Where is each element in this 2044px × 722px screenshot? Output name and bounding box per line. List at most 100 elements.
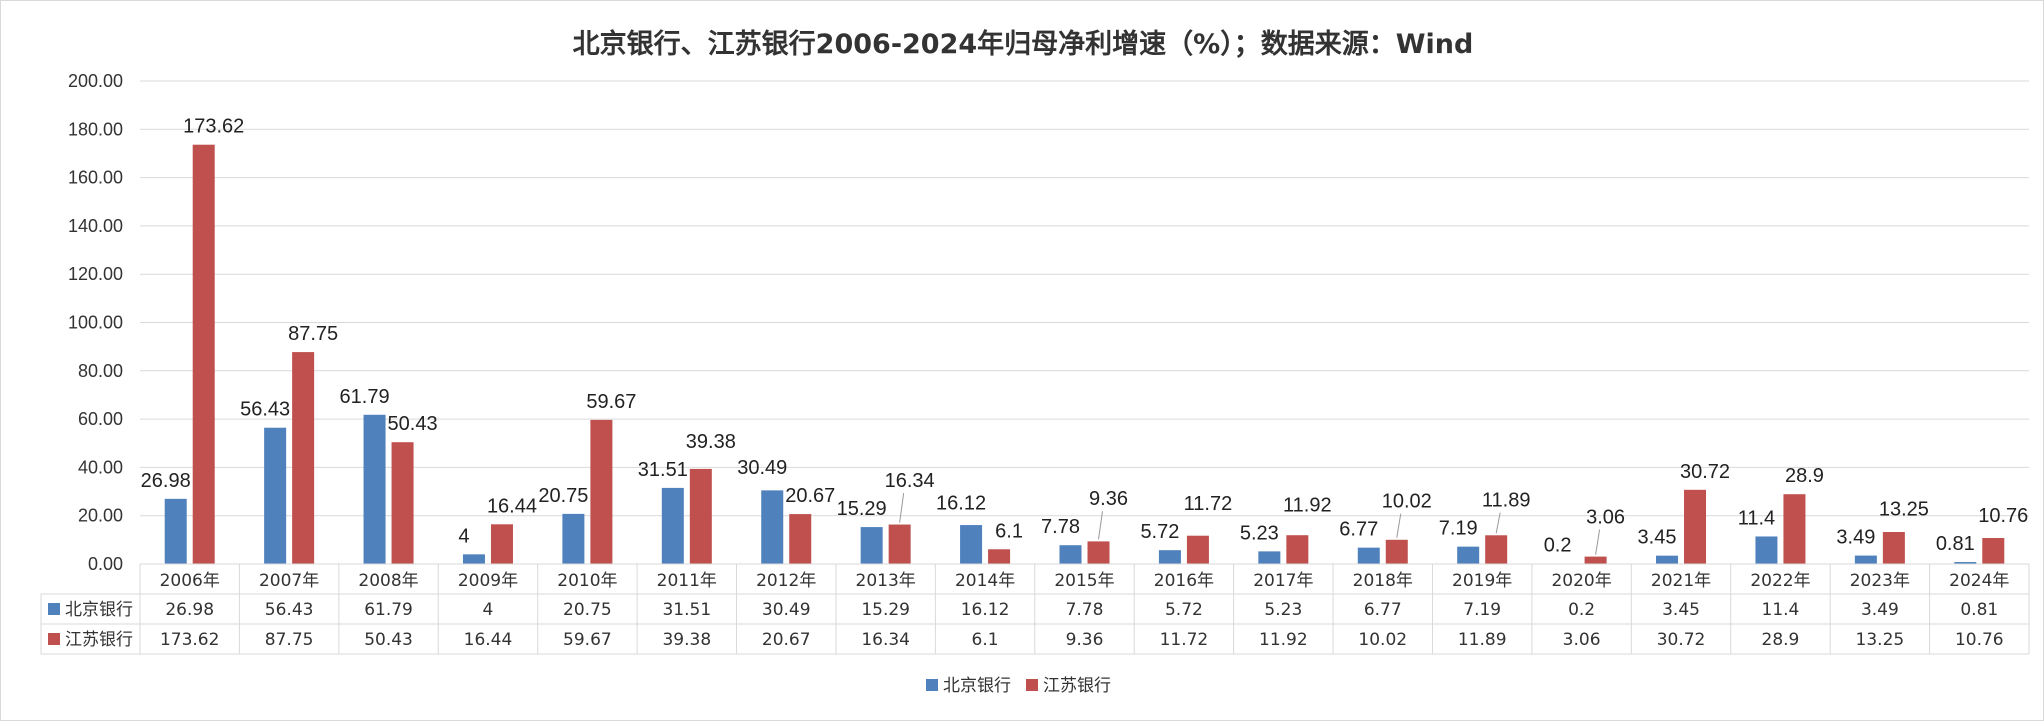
- bar-jiangsu-bank: [1982, 538, 2004, 564]
- table-cell: 11.4: [1762, 600, 1800, 620]
- y-tick-label: 200.00: [68, 71, 123, 91]
- table-cell: 6.1: [972, 630, 999, 650]
- x-tick-label: 2009年: [458, 571, 518, 591]
- y-tick-label: 180.00: [68, 119, 123, 139]
- bar-jiangsu-bank: [392, 442, 414, 564]
- table-cell: 5.72: [1165, 600, 1203, 620]
- bar-jiangsu-bank: [1386, 540, 1408, 564]
- x-tick-label: 2020年: [1551, 571, 1611, 591]
- data-label-beijing-bank: 15.29: [837, 498, 887, 520]
- bar-beijing-bank: [1159, 550, 1181, 564]
- table-cell: 5.23: [1264, 600, 1302, 620]
- y-tick-label: 80.00: [78, 361, 123, 381]
- data-label-beijing-bank: 11.4: [1738, 507, 1775, 529]
- table-legend-key: [48, 603, 60, 615]
- gridlines: [140, 81, 2029, 564]
- data-label-jiangsu-bank: 28.9: [1785, 465, 1824, 487]
- data-label-beijing-bank: 5.23: [1240, 522, 1279, 544]
- bar-beijing-bank: [662, 488, 684, 564]
- data-label-beijing-bank: 0.2: [1544, 535, 1572, 557]
- table-cell: 31.51: [662, 600, 711, 620]
- data-label-jiangsu-bank: 16.34: [885, 470, 935, 492]
- legend-label: 北京银行: [943, 676, 1011, 696]
- x-tick-label: 2019年: [1452, 571, 1512, 591]
- table-cell: 39.38: [662, 630, 711, 650]
- data-label-beijing-bank: 30.49: [737, 457, 787, 479]
- bar-jiangsu-bank: [1485, 535, 1507, 564]
- y-tick-label: 100.00: [68, 313, 123, 333]
- data-label-beijing-bank: 3.45: [1638, 527, 1677, 549]
- data-label-jiangsu-bank: 173.62: [183, 116, 244, 138]
- legend-key: [1026, 679, 1038, 691]
- table-cell: 0.81: [1960, 600, 1998, 620]
- bar-beijing-bank: [1457, 547, 1479, 564]
- bar-beijing-bank: [1656, 556, 1678, 564]
- table-cell: 4: [483, 600, 494, 620]
- bar-beijing-bank: [1755, 536, 1777, 564]
- x-tick-label: 2022年: [1750, 571, 1810, 591]
- table-cell: 20.75: [563, 600, 612, 620]
- bar-jiangsu-bank: [1585, 557, 1607, 564]
- bar-jiangsu-bank: [889, 525, 911, 564]
- legend-label: 江苏银行: [1043, 676, 1111, 696]
- table-row-header: 江苏银行: [65, 630, 133, 650]
- data-label-jiangsu-bank: 50.43: [388, 413, 438, 435]
- table-cell: 28.9: [1762, 630, 1800, 650]
- y-tick-label: 0.00: [88, 554, 123, 574]
- data-label-jiangsu-bank: 9.36: [1089, 488, 1128, 510]
- y-tick-label: 120.00: [68, 264, 123, 284]
- table-cell: 173.62: [160, 630, 219, 650]
- table-cell: 10.02: [1358, 630, 1407, 650]
- table-cell: 59.67: [563, 630, 612, 650]
- y-tick-label: 60.00: [78, 409, 123, 429]
- table-cell: 20.67: [762, 630, 811, 650]
- chart-title: 北京银行、江苏银行2006-2024年归母净利增速（%）；数据来源：Wind: [573, 28, 1474, 60]
- bar-jiangsu-bank: [193, 145, 215, 564]
- table-cell: 30.72: [1657, 630, 1706, 650]
- data-label-beijing-bank: 5.72: [1140, 521, 1179, 543]
- table-cell: 3.06: [1563, 630, 1601, 650]
- data-label-jiangsu-bank: 11.92: [1283, 494, 1332, 516]
- bar-beijing-bank: [861, 527, 883, 564]
- table-cell: 61.79: [364, 600, 413, 620]
- table-cell: 3.49: [1861, 600, 1899, 620]
- data-label-jiangsu-bank: 16.44: [487, 495, 537, 517]
- bar-jiangsu-bank: [988, 549, 1010, 564]
- table-cell: 7.78: [1066, 600, 1104, 620]
- table-cell: 26.98: [165, 600, 214, 620]
- data-label-beijing-bank: 6.77: [1339, 519, 1378, 541]
- x-tick-label: 2007年: [259, 571, 319, 591]
- bar-beijing-bank: [960, 525, 982, 564]
- data-label-jiangsu-bank: 3.06: [1586, 507, 1625, 529]
- y-axis: 0.0020.0040.0060.0080.00100.00120.00140.…: [68, 71, 123, 574]
- bar-jiangsu-bank: [1286, 535, 1308, 564]
- bar-beijing-bank: [761, 490, 783, 564]
- data-label-jiangsu-bank: 10.76: [1978, 505, 2028, 527]
- bar-jiangsu-bank: [491, 524, 513, 564]
- data-label-beijing-bank: 4: [458, 525, 469, 547]
- y-tick-label: 140.00: [68, 216, 123, 236]
- data-label-beijing-bank: 0.81: [1936, 533, 1975, 555]
- bar-jiangsu-bank: [1783, 494, 1805, 564]
- x-tick-label: 2010年: [557, 571, 617, 591]
- bar-jiangsu-bank: [789, 514, 811, 564]
- table-legend-key: [48, 633, 60, 645]
- data-label-jiangsu-bank: 87.75: [288, 323, 338, 345]
- data-label-beijing-bank: 3.49: [1836, 527, 1875, 549]
- table-cell: 16.12: [961, 600, 1010, 620]
- table-cell: 56.43: [265, 600, 314, 620]
- x-tick-label: 2015年: [1054, 571, 1114, 591]
- bar-jiangsu-bank: [1088, 541, 1110, 564]
- bar-beijing-bank: [264, 428, 286, 564]
- data-label-jiangsu-bank: 11.72: [1184, 493, 1233, 515]
- bar-beijing-bank: [463, 554, 485, 564]
- table-cell: 11.89: [1458, 630, 1507, 650]
- data-label-jiangsu-bank: 13.25: [1879, 499, 1929, 521]
- x-tick-label: 2024年: [1949, 571, 2009, 591]
- data-label-jiangsu-bank: 30.72: [1680, 461, 1730, 483]
- table-cell: 11.72: [1160, 630, 1209, 650]
- x-tick-label: 2017年: [1253, 571, 1313, 591]
- bar-jiangsu-bank: [1883, 532, 1905, 564]
